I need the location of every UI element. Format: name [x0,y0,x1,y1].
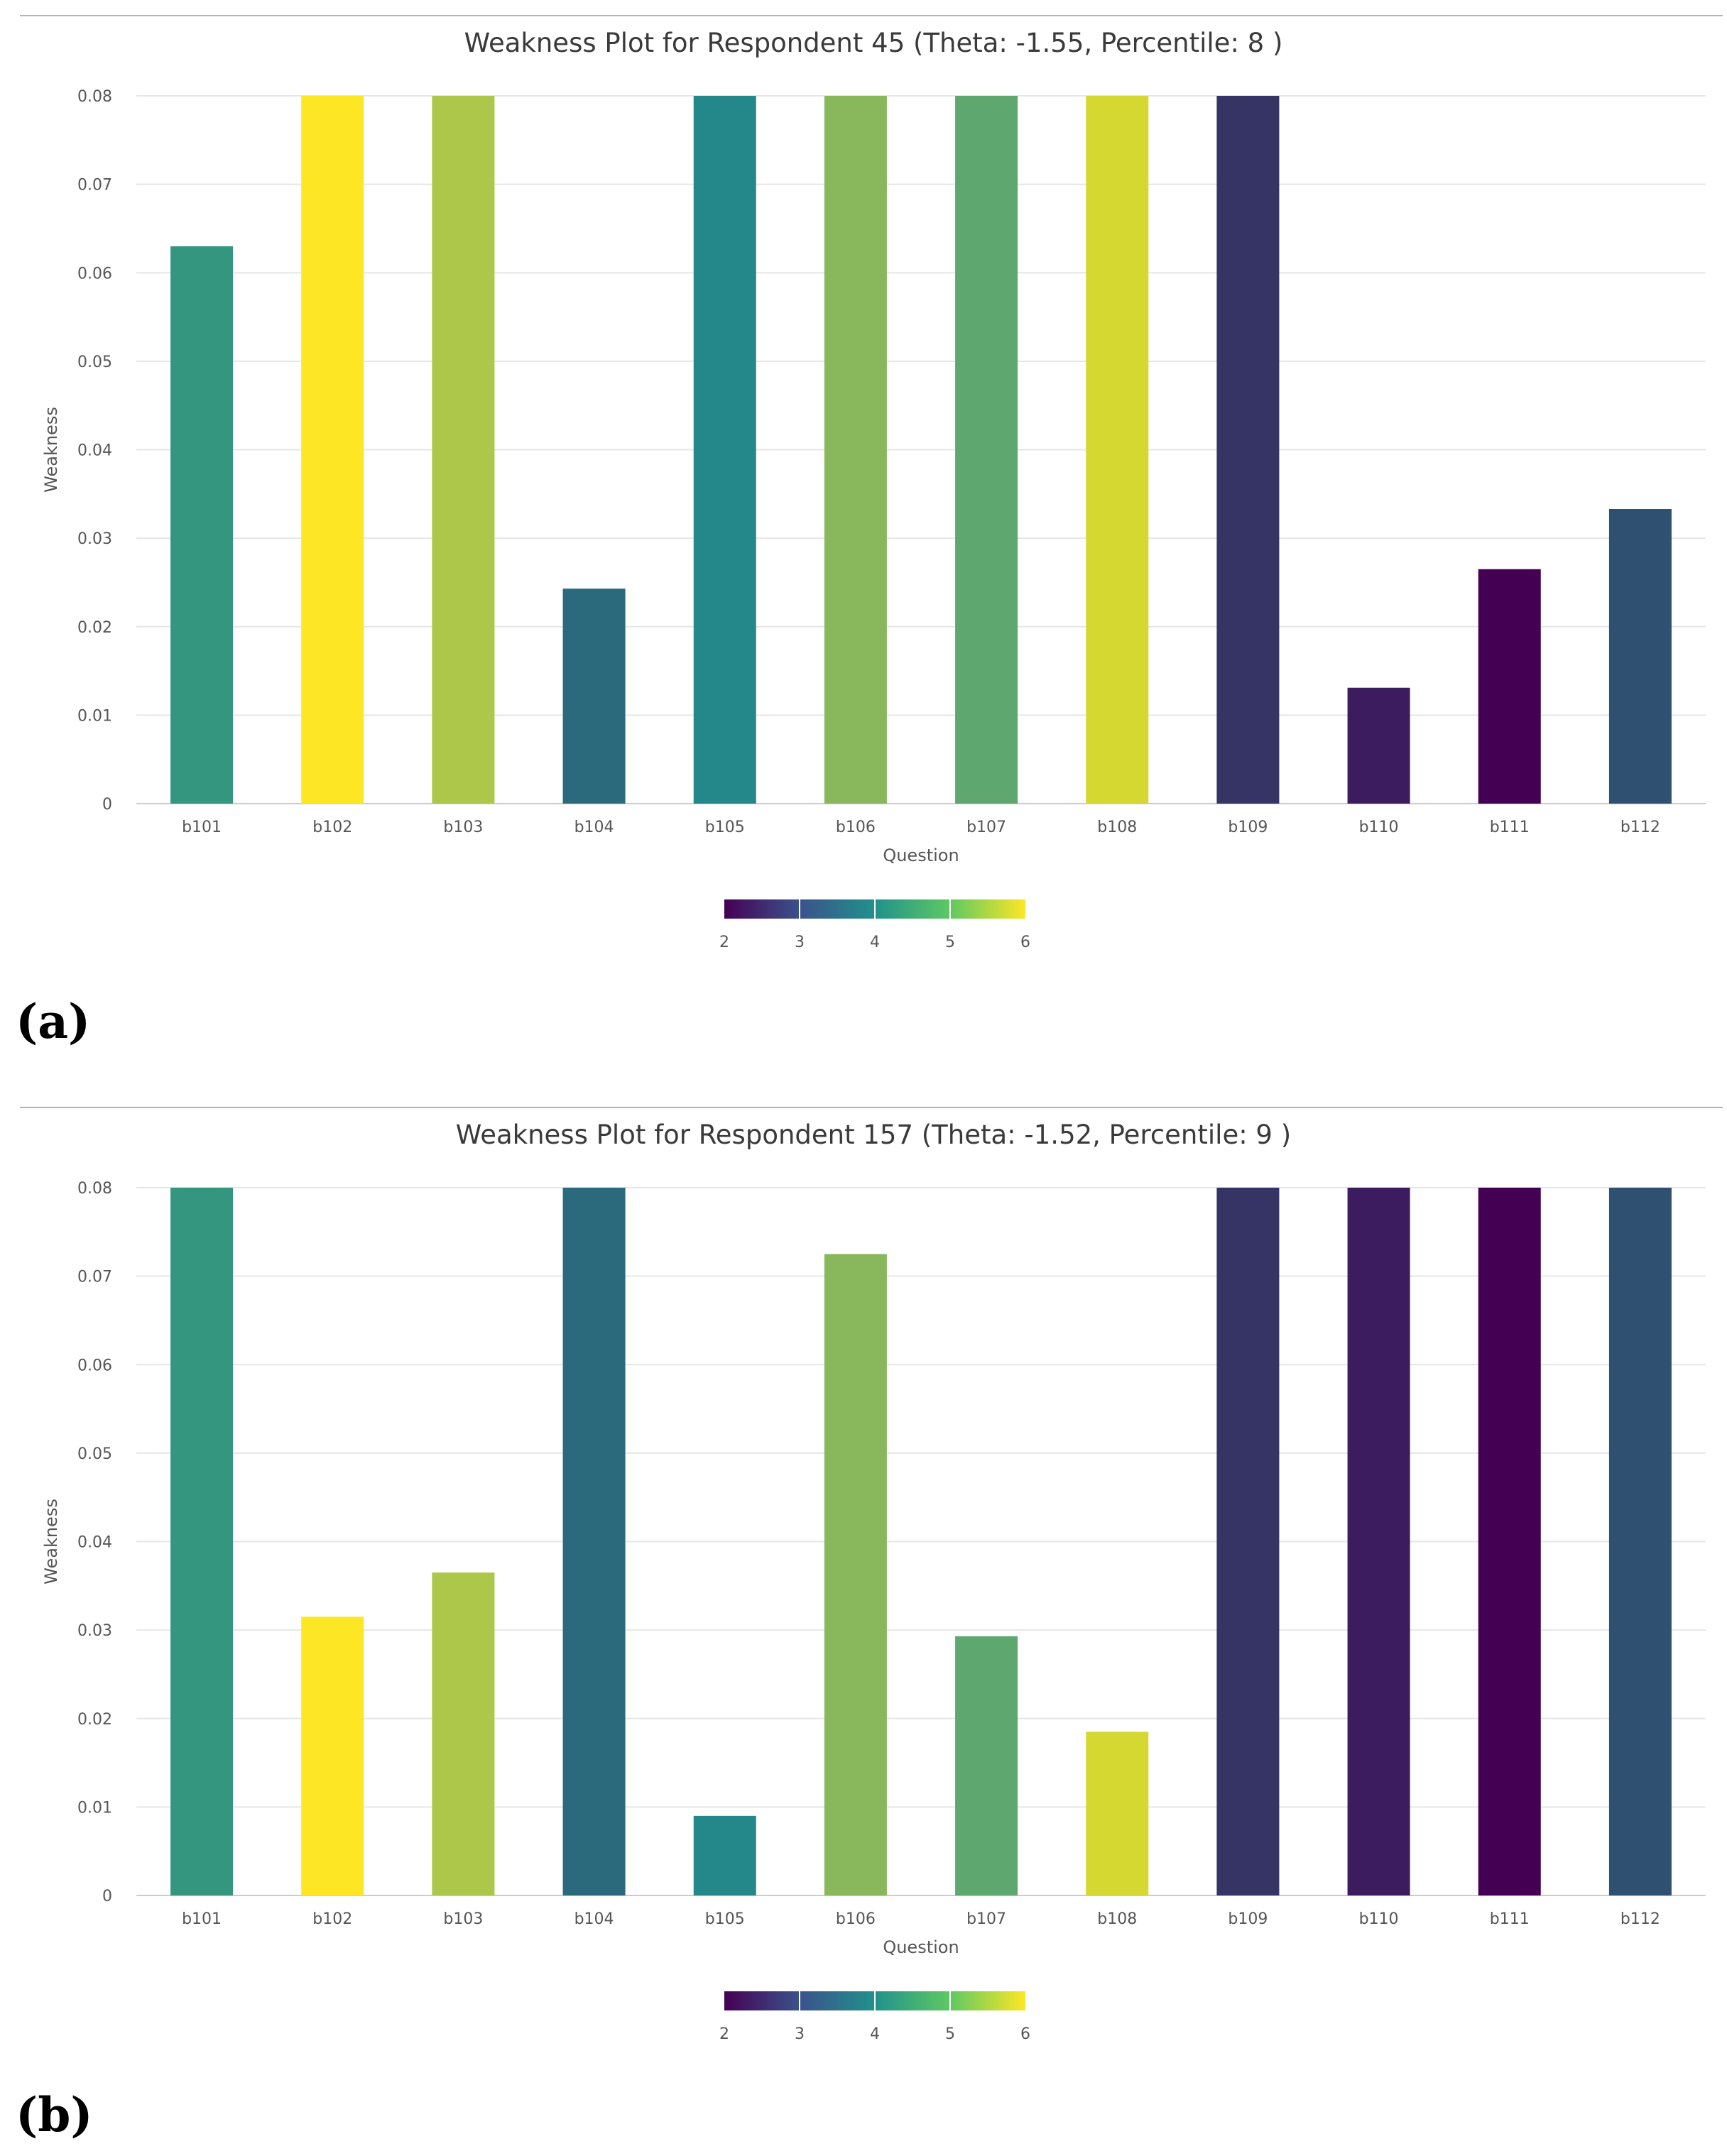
x-tick-label: b108 [1097,819,1137,836]
colorbar-tick-label: 4 [870,934,880,951]
x-tick-label: b106 [836,1910,876,1928]
y-tick-label: 0.03 [77,1622,112,1640]
bar-b109 [1216,1188,1280,1895]
x-tick-label: b101 [182,819,222,836]
colorbar-tick-label: 2 [719,934,729,951]
x-tick-label: b110 [1359,1910,1399,1928]
bar-b101 [170,1188,234,1895]
x-tick-label: b104 [574,1910,614,1928]
colorbar-tick-label: 6 [1020,2025,1030,2043]
bar-b108 [1086,96,1149,804]
chart-title: Weakness Plot for Respondent 157 (Theta:… [456,1120,1291,1150]
colorbar-tick-label: 5 [945,2025,955,2043]
x-tick-label: b103 [443,819,483,836]
y-tick-label: 0.06 [77,1357,112,1374]
bar-b105 [693,96,756,804]
x-tick-label: b107 [966,1910,1006,1928]
x-tick-label: b109 [1228,819,1268,836]
x-axis-label: Question [883,1937,959,1957]
bar-b102 [301,1616,364,1895]
weakness-chart-a: Weakness Plot for Respondent 45 (Theta: … [20,15,1723,951]
bar-b106 [824,1254,887,1895]
x-tick-label: b101 [182,1910,222,1928]
chart-title: Weakness Plot for Respondent 45 (Theta: … [464,28,1283,58]
y-tick-label: 0.07 [77,177,112,195]
y-tick-label: 0.03 [77,530,112,548]
y-tick-label: 0.04 [77,1534,112,1552]
bar-b107 [955,1636,1018,1895]
colorbar-tick-label: 4 [870,2025,880,2043]
y-axis-label: Weakness [41,1499,61,1585]
y-tick-label: 0.04 [77,442,112,460]
weakness-chart-b: Weakness Plot for Respondent 157 (Theta:… [20,1107,1723,2043]
x-tick-label: b105 [705,819,745,836]
colorbar-tick-label: 2 [719,2025,729,2043]
x-axis-label: Question [883,846,959,865]
bar-b103 [432,96,495,804]
bar-b102 [301,96,364,804]
x-tick-label: b102 [312,819,352,836]
y-tick-label: 0.05 [77,354,112,371]
y-tick-label: 0.06 [77,265,112,283]
bar-b109 [1216,96,1280,804]
y-tick-label: 0.08 [77,1180,112,1198]
x-tick-label: b105 [705,1910,745,1928]
bar-b111 [1478,569,1541,804]
bar-b107 [955,96,1018,804]
bar-b105 [693,1815,756,1895]
x-tick-label: b103 [443,1910,483,1928]
x-tick-label: b106 [836,819,876,836]
bar-b104 [562,589,626,804]
x-tick-label: b104 [574,819,614,836]
y-tick-label: 0.01 [77,1799,112,1817]
bar-b111 [1478,1188,1541,1895]
x-tick-label: b112 [1620,819,1660,836]
y-tick-label: 0.05 [77,1445,112,1463]
bar-b101 [170,246,234,804]
y-axis-label: Weakness [41,407,61,493]
colorbar-tick-label: 3 [795,934,805,951]
x-tick-label: b111 [1490,1910,1530,1928]
y-tick-label: 0 [102,1888,112,1905]
bar-b106 [824,96,887,804]
bar-b108 [1086,1731,1149,1895]
x-tick-label: b109 [1228,1910,1268,1928]
bar-b104 [562,1188,626,1895]
x-tick-label: b110 [1359,819,1399,836]
y-tick-label: 0.01 [77,707,112,725]
x-tick-label: b102 [312,1910,352,1928]
panel-label-a: (a) [16,994,91,1049]
colorbar-tick-label: 6 [1020,934,1030,951]
y-tick-label: 0 [102,796,112,814]
x-tick-label: b107 [966,819,1006,836]
colorbar-tick-label: 5 [945,934,955,951]
y-tick-label: 0.02 [77,1711,112,1729]
x-tick-label: b112 [1620,1910,1660,1928]
x-tick-label: b108 [1097,1910,1137,1928]
colorbar-tick-label: 3 [795,2025,805,2043]
panel-label-b: (b) [16,2087,93,2143]
bar-b112 [1608,1188,1672,1895]
x-tick-label: b111 [1490,819,1530,836]
bar-b103 [432,1572,495,1895]
y-tick-label: 0.02 [77,619,112,637]
y-tick-label: 0.08 [77,88,112,106]
y-tick-label: 0.07 [77,1269,112,1286]
bar-b110 [1347,1188,1410,1895]
bar-b112 [1608,508,1672,804]
bar-b110 [1347,687,1410,804]
